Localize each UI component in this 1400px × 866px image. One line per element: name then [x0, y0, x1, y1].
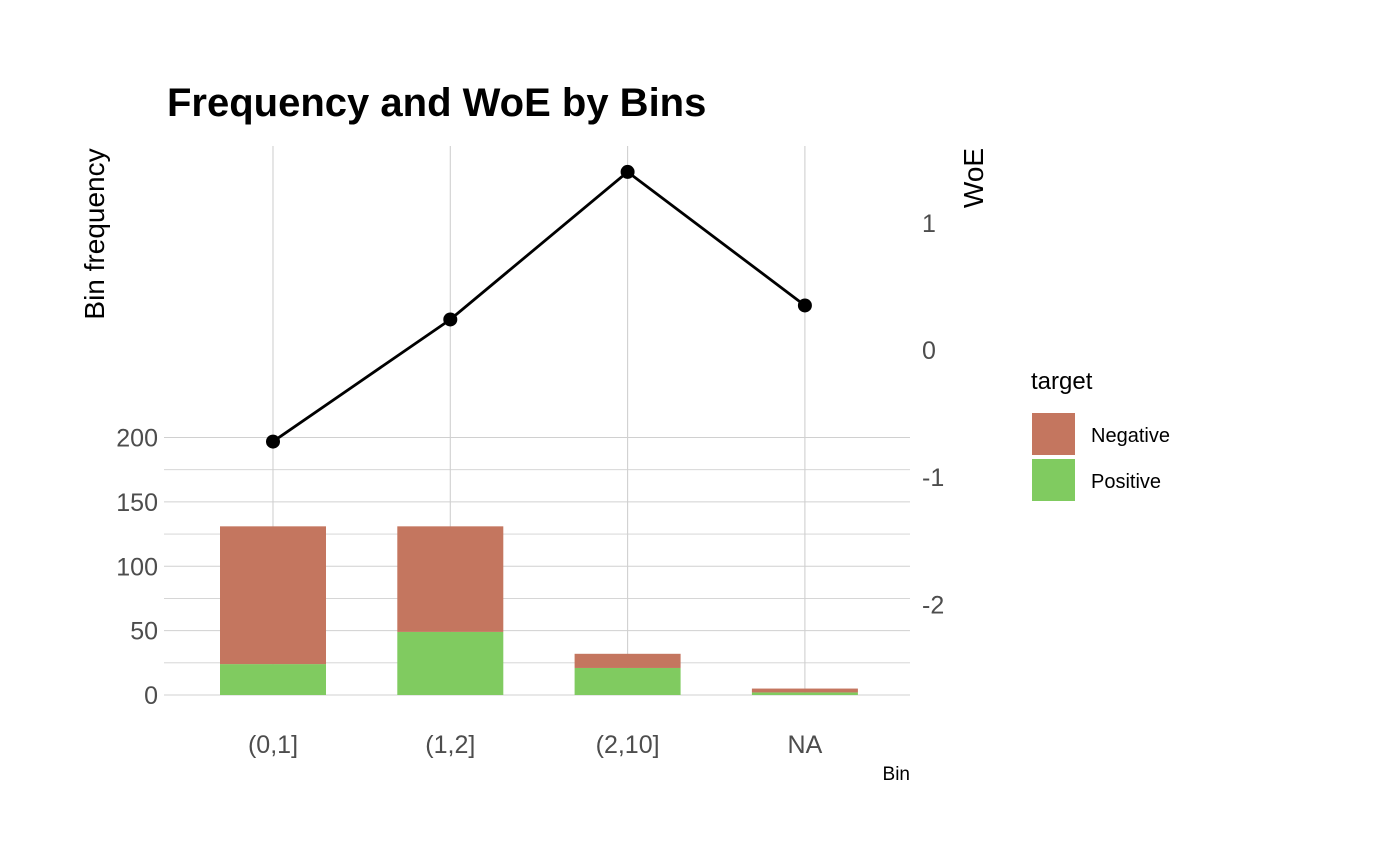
woe-point [266, 434, 280, 449]
y-tick-label: 0 [144, 682, 158, 710]
x-tick-label: (1,2] [425, 731, 475, 759]
y2-tick-label: 0 [922, 337, 936, 365]
bar-positive [397, 631, 504, 695]
y-axis-ticks: 0 50 100 150 200 [116, 425, 158, 711]
x-tick-label: (0,1] [248, 731, 298, 759]
x-tick-label: NA [788, 731, 823, 759]
bar-negative [751, 688, 858, 693]
legend-label: Positive [1091, 471, 1161, 493]
bar-negative [397, 526, 504, 632]
legend-swatch [1032, 459, 1075, 501]
woe-line [266, 164, 812, 449]
woe-point [443, 312, 458, 327]
bar-negative [220, 526, 326, 665]
y-tick-label: 50 [130, 618, 158, 646]
woe-point [620, 164, 635, 179]
woe-point [797, 298, 812, 313]
y2-axis-ticks: 1 0 -1 -2 [922, 210, 944, 620]
y-tick-label: 150 [116, 489, 158, 517]
x-axis-title: Bin [883, 764, 910, 785]
legend: target Negative Positive [1031, 368, 1170, 501]
bar-positive [574, 667, 681, 695]
y2-tick-label: -2 [922, 591, 944, 619]
legend-swatch [1032, 413, 1075, 455]
y2-tick-label: -1 [922, 464, 944, 492]
x-tick-label: (2,10] [596, 731, 660, 759]
y-tick-label: 200 [116, 425, 158, 453]
x-axis-ticks: (0,1] (1,2] (2,10] NA [248, 731, 823, 759]
bars [220, 526, 858, 695]
bar-positive [751, 692, 858, 695]
legend-title: target [1031, 368, 1093, 395]
y2-axis-title: WoE [958, 148, 989, 208]
chart-title: Frequency and WoE by Bins [167, 81, 706, 125]
woe-series-line [272, 170, 806, 443]
bar-negative [574, 653, 681, 668]
legend-label: Negative [1091, 425, 1170, 447]
y2-tick-label: 1 [922, 210, 936, 238]
y-tick-label: 100 [116, 553, 158, 581]
bar-positive [220, 664, 326, 695]
y-axis-title: Bin frequency [79, 148, 110, 319]
